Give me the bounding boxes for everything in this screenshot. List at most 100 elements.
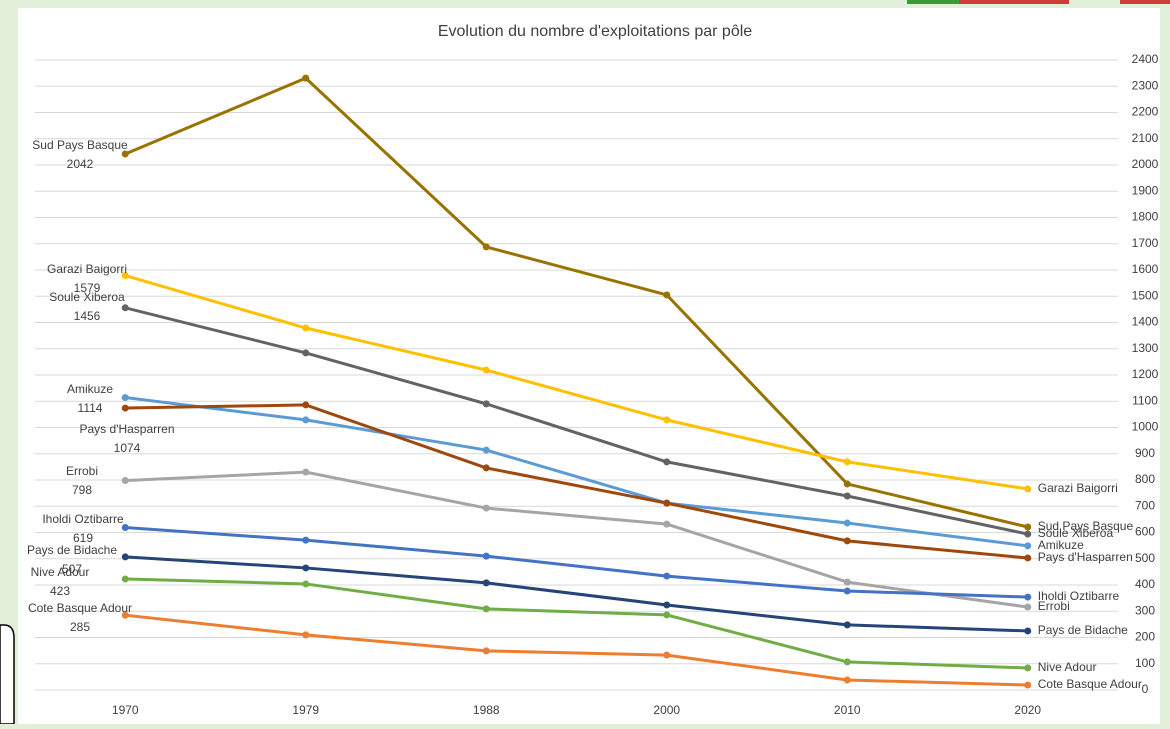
data-label-name: Pays d'Hasparren xyxy=(79,422,174,436)
data-label: 619 xyxy=(73,531,93,545)
data-label-name: Garazi Baigorri xyxy=(47,262,127,276)
x-tick-label: 2000 xyxy=(653,703,680,717)
end-label: Pays de Bidache xyxy=(1038,623,1128,637)
data-label: 2042 xyxy=(67,157,94,171)
data-label-name: Amikuze xyxy=(67,382,113,396)
point xyxy=(121,611,129,619)
series-line xyxy=(124,76,1029,529)
point xyxy=(1024,485,1032,493)
series-line xyxy=(125,526,1028,599)
end-label: Iholdi Oztibarre xyxy=(1038,589,1120,603)
point xyxy=(482,647,490,655)
y-tick-label: 300 xyxy=(1135,603,1155,617)
point xyxy=(1024,554,1032,562)
point xyxy=(302,349,310,357)
point xyxy=(663,611,671,619)
end-label: Garazi Baigorri xyxy=(1038,481,1118,495)
point xyxy=(843,658,851,666)
y-tick-label: 1600 xyxy=(1132,262,1159,276)
y-tick-label: 1400 xyxy=(1132,315,1159,329)
point xyxy=(663,499,671,507)
series-line xyxy=(125,577,1028,670)
point xyxy=(663,520,671,528)
y-tick-label: 2100 xyxy=(1132,131,1159,145)
point xyxy=(1024,627,1032,635)
point xyxy=(482,446,490,454)
point xyxy=(1024,530,1032,538)
point xyxy=(843,458,851,466)
data-label: 1114 xyxy=(78,401,103,415)
chart-area xyxy=(18,8,1160,724)
point xyxy=(121,553,129,561)
y-tick-label: 800 xyxy=(1135,472,1155,486)
y-tick-label: 600 xyxy=(1135,525,1155,539)
y-tick-label: 400 xyxy=(1135,577,1155,591)
end-label: Nive Adour xyxy=(1038,660,1097,674)
point xyxy=(302,536,310,544)
end-label: Amikuze xyxy=(1038,538,1084,552)
decoration xyxy=(959,0,1069,4)
data-label-name: Iholdi Oztibarre xyxy=(42,512,124,526)
series-line xyxy=(124,306,1029,536)
point xyxy=(1024,593,1032,601)
overlay-shape xyxy=(0,624,15,725)
point xyxy=(482,366,490,374)
y-tick-label: 200 xyxy=(1135,630,1155,644)
data-label: 1456 xyxy=(74,309,101,323)
x-tick-label: 1970 xyxy=(112,703,139,717)
point xyxy=(1024,681,1032,689)
point xyxy=(663,651,671,659)
point xyxy=(663,291,671,299)
data-label-name: Cote Basque Adour xyxy=(28,601,132,615)
data-label: 507 xyxy=(62,562,82,576)
point xyxy=(663,416,671,424)
x-tick-label: 1979 xyxy=(292,703,319,717)
y-tick-label: 700 xyxy=(1135,498,1155,512)
point xyxy=(843,537,851,545)
point xyxy=(302,631,310,639)
y-tick-label: 1000 xyxy=(1132,420,1159,434)
end-label: Pays d'Hasparren xyxy=(1038,550,1133,564)
data-label-name: Errobi xyxy=(66,464,98,478)
decoration xyxy=(1120,0,1170,4)
data-label-name: Soule Xiberoa xyxy=(49,290,125,304)
point xyxy=(663,601,671,609)
y-tick-label: 1800 xyxy=(1132,210,1159,224)
data-label-name: Pays de Bidache xyxy=(27,543,117,557)
point xyxy=(121,477,129,485)
data-label: 1074 xyxy=(114,441,141,455)
point xyxy=(843,621,851,629)
point xyxy=(302,580,310,588)
y-tick-label: 1900 xyxy=(1132,183,1159,197)
data-label: 1579 xyxy=(74,281,101,295)
data-label-name: Nive Adour xyxy=(31,565,90,579)
point xyxy=(843,492,851,500)
end-label: Sud Pays Basque xyxy=(1038,519,1134,533)
point xyxy=(1024,523,1032,531)
point xyxy=(482,552,490,560)
y-tick-label: 500 xyxy=(1135,551,1155,565)
point xyxy=(302,324,310,332)
x-tick-label: 2020 xyxy=(1014,703,1041,717)
data-label: 798 xyxy=(72,483,92,497)
point xyxy=(663,458,671,466)
y-tick-label: 1100 xyxy=(1132,393,1158,407)
point xyxy=(843,676,851,684)
point xyxy=(843,587,851,595)
point xyxy=(843,519,851,527)
point xyxy=(302,401,310,409)
series-line xyxy=(125,470,1028,609)
point xyxy=(121,394,129,402)
series-line xyxy=(125,396,1028,548)
x-tick-label: 1988 xyxy=(473,703,500,717)
end-label: Soule Xiberoa xyxy=(1038,526,1114,540)
point xyxy=(302,468,310,476)
y-tick-label: 100 xyxy=(1135,656,1155,670)
point xyxy=(121,304,129,312)
end-label: Errobi xyxy=(1038,599,1070,613)
point xyxy=(121,150,129,158)
point xyxy=(843,480,851,488)
end-label: Cote Basque Adour xyxy=(1038,677,1142,691)
